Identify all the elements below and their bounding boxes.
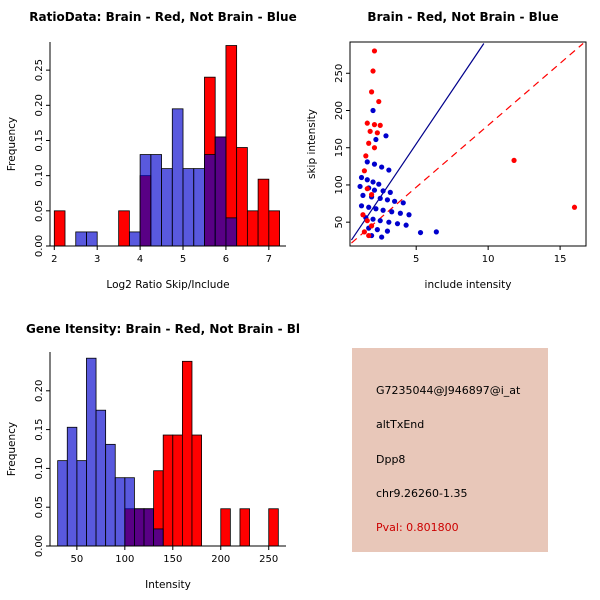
svg-text:2: 2: [51, 254, 57, 265]
panel-intensity-scatter: Brain - Red, Not Brain - Blue 5 10 15 50 100…: [300, 0, 600, 300]
svg-text:0.20: 0.20: [34, 94, 45, 116]
svg-text:5: 5: [180, 254, 186, 265]
svg-text:Frequency: Frequency: [6, 422, 18, 476]
svg-text:200: 200: [211, 554, 230, 565]
svg-text:250: 250: [334, 64, 345, 83]
svg-text:0.10: 0.10: [34, 165, 45, 187]
svg-text:0.05: 0.05: [34, 496, 45, 518]
gene-intensity-histogram-title: Gene Itensity: Brain - Red, Not Brain - …: [26, 322, 300, 336]
ratio-histogram-title: RatioData: Brain - Red, Not Brain - Blue: [29, 10, 297, 24]
svg-text:6: 6: [223, 254, 229, 265]
svg-text:7: 7: [266, 254, 272, 265]
svg-text:Intensity: Intensity: [145, 579, 191, 591]
svg-text:50: 50: [334, 216, 345, 229]
svg-text:100: 100: [334, 175, 345, 194]
svg-text:200: 200: [334, 101, 345, 120]
svg-text:0.20: 0.20: [34, 380, 45, 402]
svg-text:4: 4: [137, 254, 143, 265]
intensity-scatter-chart: 5 10 15 50 100 150 200 250 include intensity skip…: [306, 41, 587, 291]
svg-text:100: 100: [115, 554, 134, 565]
panel-gene-info: G7235044@J946897@i_at altTxEnd Dpp8 chr9…: [300, 300, 600, 600]
svg-text:150: 150: [163, 554, 182, 565]
svg-text:include intensity: include intensity: [425, 279, 512, 291]
svg-text:Frequency: Frequency: [6, 117, 18, 171]
svg-text:15: 15: [554, 254, 567, 265]
svg-text:skip intensity: skip intensity: [306, 109, 318, 179]
genomic-location-text: chr9.26260-1.35: [376, 486, 468, 500]
svg-text:3: 3: [94, 254, 100, 265]
gene-intensity-histogram-chart: 50 100 150 200 250 0.00 0.05 0.10 0.15 0.20 Intens…: [6, 352, 286, 591]
svg-text:0.10: 0.10: [34, 457, 45, 479]
gene-info-box: G7235044@J946897@i_at altTxEnd Dpp8 chr9…: [352, 348, 548, 552]
svg-text:0.00: 0.00: [34, 535, 45, 557]
panel-gene-intensity-histogram: Gene Itensity: Brain - Red, Not Brain - …: [0, 300, 300, 600]
event-type-text: altTxEnd: [376, 418, 425, 432]
svg-text:10: 10: [482, 254, 495, 265]
svg-text:0.15: 0.15: [34, 418, 45, 440]
intensity-scatter-title: Brain - Red, Not Brain - Blue: [367, 10, 559, 24]
svg-text:5: 5: [413, 254, 419, 265]
gene-name-text: Dpp8: [376, 452, 406, 466]
svg-text:50: 50: [70, 554, 83, 565]
svg-text:250: 250: [259, 554, 278, 565]
svg-text:0.25: 0.25: [34, 59, 45, 81]
panel-ratio-histogram: RatioData: Brain - Red, Not Brain - Blue…: [0, 0, 300, 300]
svg-text:0.05: 0.05: [34, 200, 45, 222]
ratio-histogram-chart: 2 3 4 5 6 7 0.00 0.05 0.10 0.15 0.20 0.25 Log2 Ratio…: [6, 42, 286, 291]
pval-text: Pval: 0.801800: [376, 521, 459, 534]
svg-text:0.15: 0.15: [34, 129, 45, 151]
svg-text:150: 150: [334, 138, 345, 157]
svg-text:Log2 Ratio Skip/Include: Log2 Ratio Skip/Include: [106, 279, 229, 291]
svg-text:0.00: 0.00: [34, 235, 45, 257]
probe-id-text: G7235044@J946897@i_at: [376, 384, 521, 397]
